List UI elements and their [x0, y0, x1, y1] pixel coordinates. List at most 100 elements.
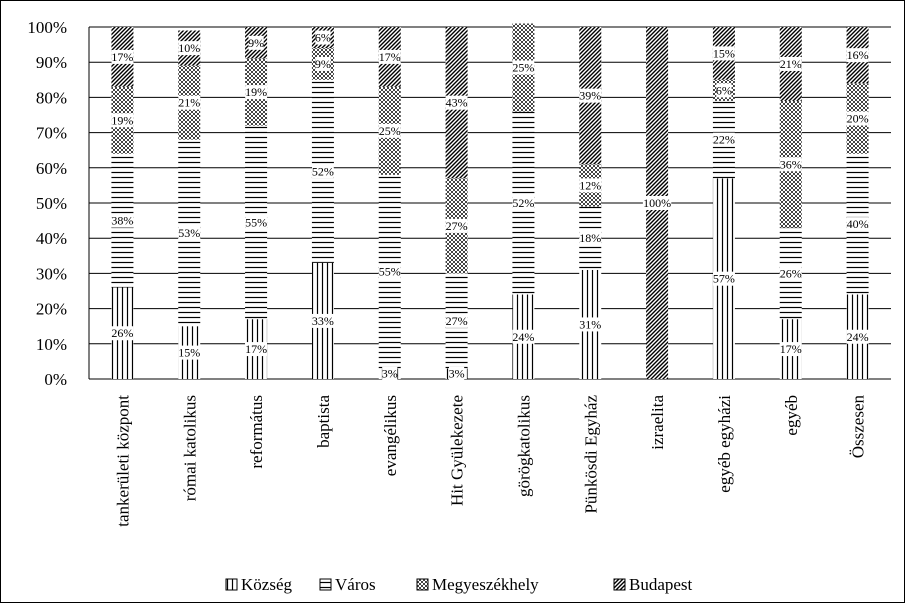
data-label: 17%: [379, 50, 401, 64]
legend-swatch-diagonal: [613, 578, 626, 591]
legend-label: Budapest: [629, 575, 693, 594]
data-label-bg: [512, 196, 535, 210]
data-label: 40%: [847, 217, 869, 231]
data-label-bg: [111, 326, 134, 341]
data-label-bg: [315, 56, 331, 71]
legend: Község Város Megyeszékhely Budapest: [225, 575, 693, 594]
data-label: 31%: [579, 317, 601, 331]
data-label: 25%: [512, 60, 534, 74]
data-label: 12%: [579, 178, 601, 192]
y-tick-label: 100%: [27, 18, 67, 37]
data-label: 6%: [315, 31, 331, 45]
category-label: református: [247, 395, 266, 469]
data-label-bg: [779, 266, 802, 281]
data-label-bg: [846, 217, 869, 232]
data-label-bg: [445, 95, 468, 110]
y-tick-label: 80%: [36, 88, 67, 107]
data-label-bg: [245, 342, 267, 357]
y-tick-label: 30%: [36, 264, 67, 283]
data-label-bg: [178, 225, 201, 240]
data-label-bg: [512, 60, 535, 75]
data-label-bg: [779, 157, 802, 172]
data-label: 52%: [512, 196, 534, 210]
y-tick-label: 60%: [36, 159, 67, 178]
data-label-bg: [378, 49, 401, 64]
bars: [111, 23, 869, 379]
data-label-bg: [579, 231, 602, 246]
data-label-bg: [642, 196, 672, 210]
category-label: izraelita: [648, 395, 667, 450]
data-label: 26%: [780, 266, 802, 280]
data-label: 10%: [178, 41, 200, 55]
data-label: 57%: [713, 272, 735, 286]
data-label-bg: [245, 85, 267, 100]
y-tick-label: 10%: [36, 335, 67, 354]
data-label: 17%: [245, 342, 267, 356]
data-label-bg: [846, 111, 869, 126]
data-label: 55%: [379, 265, 401, 279]
y-tick-label: 20%: [36, 300, 67, 319]
data-label: 21%: [780, 57, 802, 71]
data-label-bg: [846, 329, 869, 344]
gridlines: [88, 26, 891, 380]
category-label: Pünkösdi Egyház: [581, 395, 600, 514]
category-label: római katolikus: [180, 395, 199, 501]
data-label-bg: [713, 46, 735, 61]
data-label-bg: [579, 317, 602, 332]
data-label-bg: [579, 178, 602, 193]
data-label-bg: [312, 313, 334, 328]
data-label: 9%: [315, 57, 331, 71]
legend-swatch-vertical: [225, 578, 238, 591]
data-label: 39%: [579, 89, 601, 103]
data-label: 21%: [178, 96, 200, 110]
data-label-bg: [178, 345, 201, 360]
data-label: 53%: [178, 226, 200, 240]
data-label-bg: [713, 271, 735, 286]
data-label-bg: [312, 164, 334, 179]
data-label: 33%: [312, 314, 334, 328]
data-label: 15%: [178, 346, 200, 360]
category-label: egyéb egyházi: [715, 395, 734, 493]
data-label-bg: [579, 88, 602, 103]
y-tick-label: 70%: [36, 124, 67, 143]
data-label: 100%: [643, 196, 671, 210]
data-label-bg: [713, 132, 735, 147]
data-label-bg: [111, 49, 134, 64]
data-label: 24%: [847, 330, 869, 344]
data-label-bg: [716, 83, 732, 98]
data-label: 19%: [245, 85, 267, 99]
data-label-bg: [378, 264, 401, 279]
category-label: Hit Gyülekezete: [448, 395, 467, 506]
legend-label: Község: [241, 575, 292, 594]
data-label: 36%: [780, 157, 802, 171]
data-label-bg: [178, 95, 201, 110]
category-label: tankerületi központ: [113, 395, 132, 527]
data-label: 16%: [847, 48, 869, 62]
data-label-bg: [178, 41, 201, 56]
data-label-bg: [846, 48, 869, 63]
data-label: 22%: [713, 133, 735, 147]
data-label-bg: [445, 313, 468, 328]
data-label-bg: [512, 329, 535, 344]
data-label: 38%: [111, 214, 133, 228]
category-label: baptista: [314, 395, 333, 448]
data-label: 27%: [446, 219, 468, 233]
data-label: 17%: [111, 50, 133, 64]
x-axis-categories: tankerületi központ római katolikus reform…: [113, 395, 867, 527]
data-label-bg: [248, 35, 264, 50]
legend-label: Megyeszékhely: [432, 575, 539, 594]
data-label-bg: [245, 215, 267, 230]
data-label-bg: [111, 113, 134, 128]
data-label: 18%: [579, 231, 601, 245]
data-label: 24%: [512, 330, 534, 344]
data-label: 52%: [312, 164, 334, 178]
data-label: 20%: [847, 112, 869, 126]
category-label: görögkatolikus: [514, 395, 533, 497]
category-label: egyéb: [782, 395, 801, 436]
data-label: 25%: [379, 124, 401, 138]
data-label: 55%: [245, 215, 267, 229]
y-tick-label: 0%: [44, 370, 67, 389]
data-label-bg: [382, 366, 398, 381]
